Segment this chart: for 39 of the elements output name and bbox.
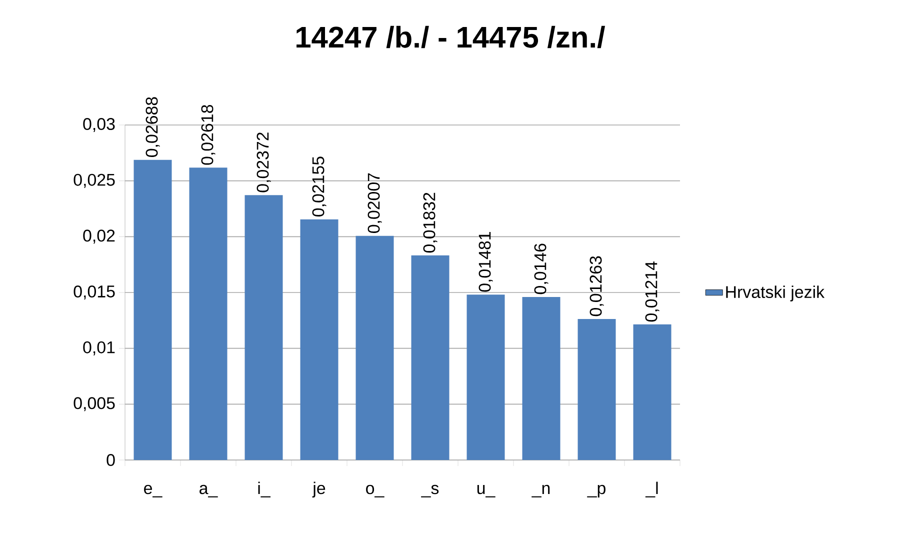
bar [134, 160, 172, 460]
y-tick-label: 0,015 [74, 286, 115, 300]
data-label: 0,02618 [201, 104, 216, 165]
legend-label: Hrvatski jezik [726, 286, 825, 302]
x-tick-label: je [312, 482, 326, 498]
x-tick-label: _p [587, 484, 606, 498]
bar [411, 255, 450, 460]
bar [633, 324, 672, 460]
x-tick-label: u_ [477, 485, 496, 498]
y-tick-label: 0,005 [74, 397, 115, 412]
y-tick-label: 0,01 [83, 341, 115, 356]
bar [189, 168, 228, 460]
bar [522, 296, 560, 460]
bar [356, 236, 394, 460]
data-label: 0,02688 [146, 97, 160, 157]
data-label: 0,0146 [534, 244, 548, 294]
y-tick-label: 0,02 [83, 230, 115, 244]
x-tick-label: _s [421, 484, 439, 498]
data-label: 0,01214 [645, 262, 660, 322]
data-label: 0,01832 [423, 192, 438, 253]
bar [244, 195, 283, 460]
data-label: 0,01263 [590, 256, 604, 316]
chart-title: 14247 /b./ - 14475 /zn./ [296, 26, 606, 48]
data-label: 0,02372 [256, 132, 271, 192]
x-tick-label: i_ [258, 482, 271, 498]
y-tick-label: 0,03 [83, 118, 115, 132]
y-tick-label: 0,025 [74, 174, 115, 188]
bar [466, 294, 505, 460]
bar [578, 318, 616, 460]
data-label: 0,02155 [312, 156, 326, 216]
y-tick-label: 0 [106, 454, 115, 466]
x-tick-label: e_ [144, 484, 162, 498]
bar [300, 219, 338, 460]
x-tick-label: _n [532, 484, 550, 498]
x-tick-label: o_ [366, 484, 384, 498]
data-label: 0,01481 [478, 232, 493, 292]
data-label: 0,02007 [368, 173, 382, 234]
x-tick-label: _l [645, 482, 658, 498]
x-tick-label: a_ [200, 484, 218, 498]
